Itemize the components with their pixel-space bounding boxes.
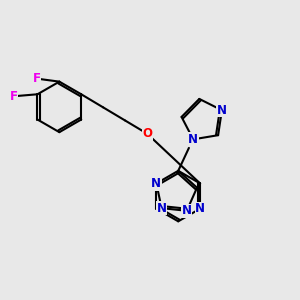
Text: F: F [33, 72, 41, 85]
Text: N: N [182, 204, 192, 217]
Text: F: F [10, 90, 17, 103]
Text: N: N [217, 104, 227, 117]
Text: N: N [195, 202, 205, 215]
Text: O: O [142, 127, 152, 140]
Text: N: N [188, 133, 198, 146]
Text: N: N [157, 202, 166, 214]
Text: N: N [152, 177, 161, 190]
